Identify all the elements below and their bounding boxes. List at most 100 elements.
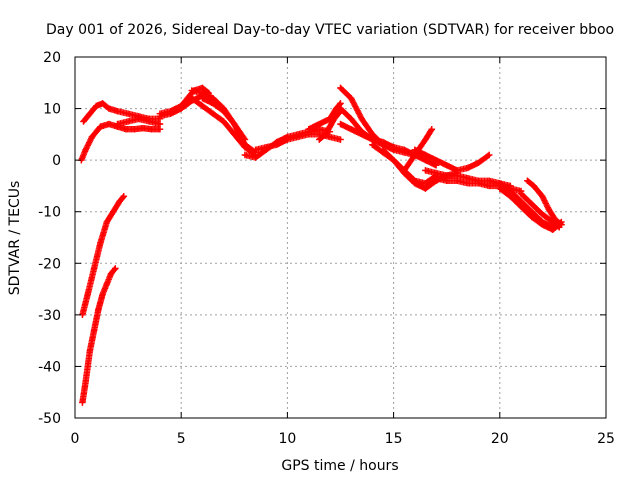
data-point: [558, 221, 565, 228]
data-point: [114, 107, 121, 115]
data-series-arc-12: [252, 131, 344, 154]
data-point: [545, 205, 552, 213]
data-point: [103, 218, 111, 226]
y-tick-label: 10: [43, 102, 61, 118]
data-point: [347, 126, 355, 133]
data-point: [131, 126, 138, 133]
x-axis-label: GPS time / hours: [281, 458, 398, 474]
data-point: [326, 123, 334, 130]
data-point: [82, 378, 89, 386]
data-series-arc-26: [517, 190, 563, 231]
data-series-arc-25: [496, 185, 565, 233]
data-series-arc-13: [305, 100, 344, 133]
data-point: [422, 136, 429, 143]
data-point: [530, 182, 537, 190]
data-point: [411, 180, 419, 187]
data-point: [322, 131, 329, 138]
data-point: [90, 327, 98, 334]
data-point: [120, 193, 128, 200]
data-point: [188, 95, 196, 102]
data-point: [241, 136, 249, 143]
data-point: [539, 211, 546, 218]
x-tick-label: 10: [278, 431, 296, 447]
data-point: [148, 126, 155, 133]
data-point: [379, 138, 387, 146]
data-series-arc-14: [316, 107, 344, 143]
data-point: [167, 110, 174, 117]
data-series-arc-1: [78, 120, 164, 164]
data-point: [178, 105, 185, 112]
data-point: [241, 144, 249, 151]
axis-ticks: 0 5 10 15 20 25 20 10 0 -10 -20 -30 -40 -50: [38, 50, 615, 447]
data-point: [262, 144, 270, 151]
data-point: [539, 193, 546, 200]
data-point: [507, 193, 514, 200]
data-point: [316, 136, 323, 143]
data-point-markers: [188, 95, 259, 159]
data-point: [80, 118, 87, 125]
plot-frame: [74, 56, 607, 419]
x-tick-label: 0: [71, 431, 80, 447]
data-series-arc-21: [411, 146, 493, 174]
data-point: [330, 115, 338, 123]
x-tick-label: 20: [491, 431, 509, 447]
data-point: [231, 131, 238, 138]
y-tick-label: 20: [43, 50, 61, 66]
data-point: [517, 203, 525, 210]
data-layer: [78, 84, 565, 406]
data-point: [464, 180, 472, 187]
data-point: [209, 100, 217, 107]
data-point: [199, 102, 206, 110]
data-point: [82, 146, 89, 154]
data-point: [252, 154, 259, 161]
data-point: [464, 164, 472, 172]
data-point: [241, 151, 249, 159]
data-point: [156, 120, 164, 128]
data-point: [231, 120, 238, 128]
data-series-arc-10: [199, 95, 249, 143]
x-tick-label: 15: [385, 431, 403, 447]
data-point: [84, 291, 91, 298]
data-point: [252, 146, 259, 154]
data-point: [422, 185, 429, 192]
y-tick-label: -20: [38, 256, 61, 272]
data-point: [116, 198, 123, 205]
data-point: [549, 226, 557, 233]
data-point: [326, 133, 334, 141]
data-point: [358, 115, 365, 123]
data-point: [485, 182, 493, 190]
data-point: [358, 131, 365, 138]
data-point: [112, 265, 119, 272]
y-axis-label: SDTVAR / TECUs: [7, 181, 23, 296]
data-point: [122, 126, 130, 133]
y-tick-label: 0: [52, 153, 61, 169]
data-point: [337, 84, 344, 92]
data-point: [379, 146, 387, 154]
data-point: [220, 107, 227, 115]
data-point: [294, 133, 302, 141]
data-point: [284, 136, 291, 143]
data-series-arc-5: [79, 265, 119, 406]
data-point: [86, 347, 94, 355]
data-point: [432, 156, 440, 164]
data-point: [316, 120, 323, 128]
data-point: [88, 133, 96, 141]
chart-title: Day 001 of 2026, Sidereal Day-to-day VTE…: [46, 22, 614, 38]
data-point: [528, 213, 535, 221]
y-tick-label: -40: [38, 359, 61, 375]
data-point: [99, 100, 106, 107]
data-point: [199, 95, 206, 102]
data-point: [110, 208, 117, 215]
data-point: [114, 120, 121, 128]
data-point: [422, 151, 429, 159]
x-tick-label: 25: [597, 431, 615, 447]
data-point: [347, 115, 355, 123]
data-point: [97, 123, 104, 130]
data-point: [135, 115, 142, 123]
data-point: [401, 149, 408, 156]
data-point: [95, 306, 102, 313]
data-point: [443, 177, 450, 184]
data-point: [454, 177, 461, 184]
data-point: [496, 185, 503, 192]
